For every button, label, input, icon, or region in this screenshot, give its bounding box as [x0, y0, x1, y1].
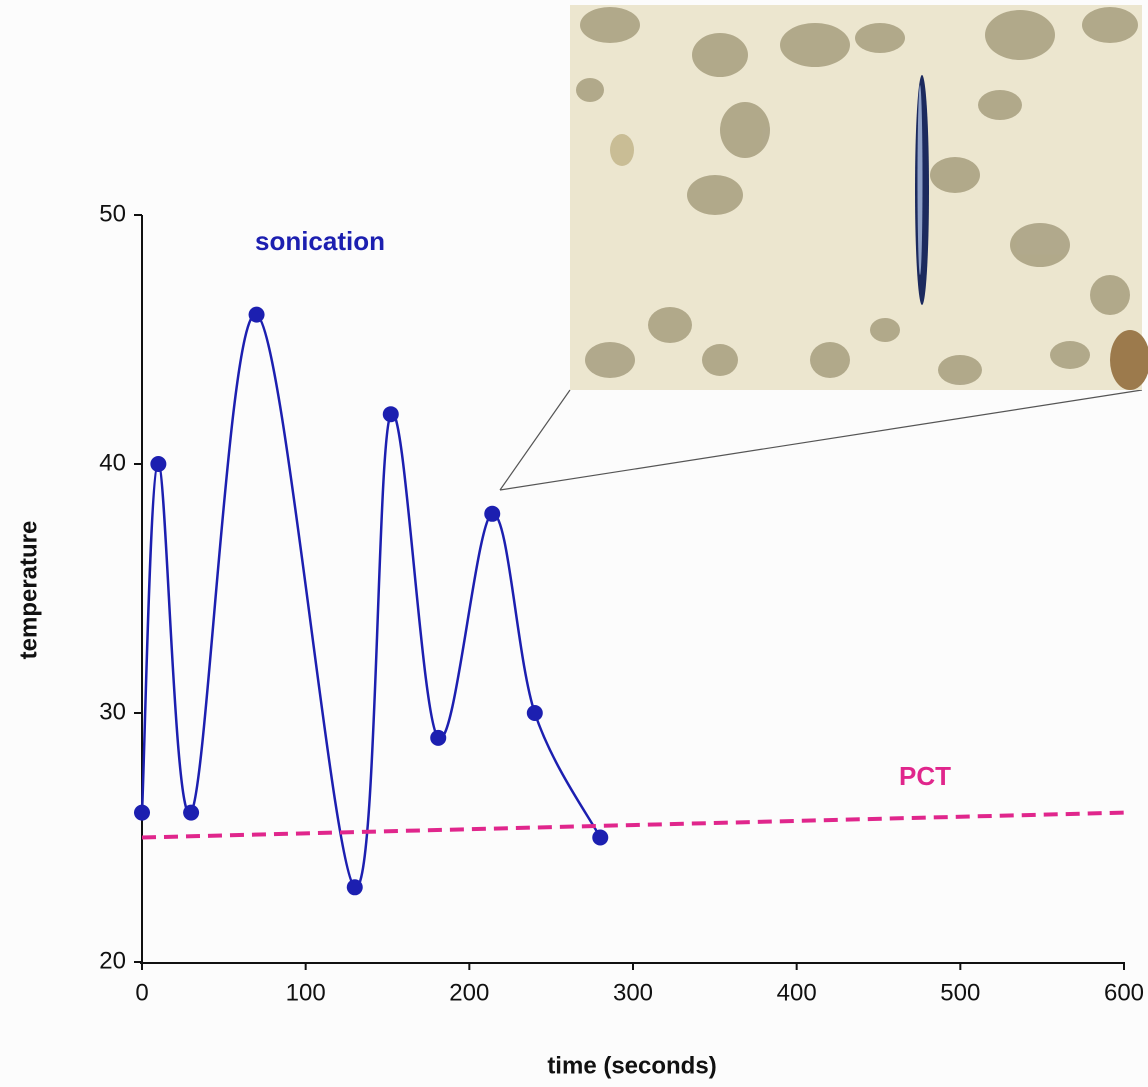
x-axis-title: time (seconds)	[547, 1052, 716, 1079]
x-tick-label: 400	[777, 979, 817, 1006]
x-tick-label: 300	[613, 979, 653, 1006]
data-point	[382, 406, 399, 423]
inset-connector	[499, 389, 571, 491]
data-point	[430, 729, 447, 746]
photo-particles	[576, 7, 1138, 385]
photo-crystal-highlight	[917, 85, 923, 275]
data-point	[183, 804, 200, 821]
y-tick-label: 40	[99, 449, 126, 476]
x-tick-label: 100	[286, 979, 326, 1006]
y-tick-label: 30	[99, 698, 126, 725]
y-tick-label: 20	[99, 947, 126, 974]
data-point	[526, 705, 543, 721]
series-label: PCT	[899, 761, 951, 791]
data-point	[484, 505, 501, 522]
series-label: sonication	[255, 226, 385, 256]
data-point	[134, 804, 150, 821]
inset-connector	[499, 389, 1143, 491]
series-line	[140, 313, 602, 889]
data-point	[150, 456, 167, 472]
series-line	[141, 810, 1125, 840]
data-point	[592, 829, 609, 846]
y-axis-title: temperature	[15, 521, 42, 660]
inset-photo	[499, 5, 1148, 491]
x-tick-label: 0	[135, 979, 148, 1006]
data-point	[346, 879, 363, 896]
x-tick-label: 500	[940, 979, 980, 1006]
y-tick-label: 50	[99, 200, 126, 227]
photo-spot	[610, 134, 634, 166]
data-point	[248, 306, 265, 323]
x-tick-label: 200	[449, 979, 489, 1006]
photo-spot	[1110, 330, 1148, 390]
x-tick-label: 600	[1104, 979, 1144, 1006]
